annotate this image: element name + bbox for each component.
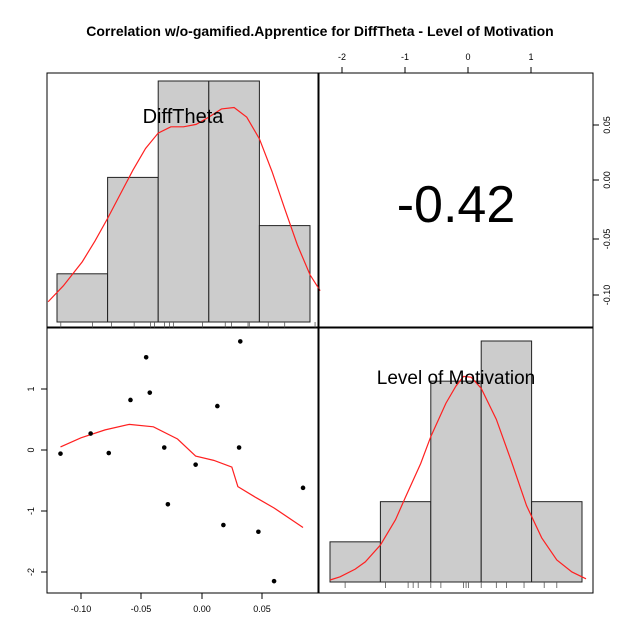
panel-top-left: DiffTheta (46, 72, 321, 328)
motivation-bar (430, 380, 482, 583)
scatter-point (88, 431, 93, 436)
scatter-point (58, 451, 63, 456)
histogram-bars-motivation (329, 340, 583, 583)
top-axis: -2 -1 0 1 (338, 52, 534, 74)
motivation-bar (480, 340, 533, 583)
panel-frame-bottom-left (46, 327, 319, 594)
bottom-axis-tick-label: 0.05 (253, 604, 271, 614)
top-axis-tick-label: 1 (528, 52, 533, 62)
left-axis-tick-label: -1 (26, 507, 36, 515)
smooth-line (60, 423, 304, 528)
right-axis-tick-label: 0.00 (602, 171, 612, 189)
difftheta-bar (208, 80, 260, 323)
scatter-point (193, 462, 198, 467)
right-axis-tick-label: -0.10 (602, 285, 612, 306)
left-axis: -2 -1 0 1 (26, 386, 48, 576)
panel-frame-top-left (46, 72, 319, 328)
difftheta-bar (56, 273, 109, 323)
density-curve-motivation (329, 375, 587, 581)
scatter-point (300, 485, 306, 491)
motivation-bar (531, 501, 583, 583)
chart-title: Correlation w/o-gamified.Apprentice for … (86, 23, 553, 39)
right-axis: 0.05 0.00 -0.05 -0.10 (592, 116, 612, 306)
panel-bottom-right: Level of Motivation (318, 327, 594, 594)
scatter-point (165, 501, 171, 507)
correlation-value: -0.42 (397, 176, 516, 234)
variable-label-motivation: Level of Motivation (377, 368, 535, 389)
bottom-axis-tick-label: 0.00 (193, 604, 211, 614)
rug-ticks-motivation (344, 582, 558, 588)
scatter-point (128, 397, 133, 403)
top-axis-tick-label: -1 (401, 52, 409, 62)
density-curve-difftheta (47, 106, 321, 303)
scatter-point (143, 354, 149, 360)
scatter-point (236, 445, 242, 450)
rug-ticks-difftheta (60, 322, 316, 328)
scatter-point (161, 445, 167, 450)
difftheta-bar (107, 176, 159, 323)
scatter-point (271, 578, 277, 584)
left-axis-tick-label: 1 (26, 386, 36, 391)
right-axis-tick-label: 0.05 (602, 116, 612, 134)
scatter-point (215, 403, 220, 409)
difftheta-bar (258, 225, 311, 323)
scatter-point (221, 522, 226, 528)
left-axis-tick-label: 0 (26, 447, 36, 452)
top-axis-tick-label: -2 (338, 52, 346, 62)
panel-top-right: -0.42 -2 -1 0 1 0.05 0.00 -0.05 -0.10 (318, 52, 612, 328)
panel-frame-bottom-right (318, 327, 594, 594)
top-axis-tick-label: 0 (465, 52, 470, 62)
bottom-axis: -0.10 -0.05 0.00 0.05 (71, 592, 271, 614)
panel-bottom-left: -0.10 -0.05 0.00 0.05 -2 -1 0 1 (26, 327, 319, 614)
bottom-axis-tick-label: -0.05 (131, 604, 152, 614)
scatter-point (106, 450, 112, 456)
scatter-point (256, 529, 261, 535)
scatter-point (237, 339, 243, 344)
motivation-bar (379, 501, 432, 583)
motivation-bar (329, 541, 381, 583)
right-axis-tick-label: -0.05 (602, 229, 612, 250)
bottom-axis-tick-label: -0.10 (71, 604, 92, 614)
left-axis-tick-label: -2 (26, 568, 36, 576)
variable-label-difftheta: DiffTheta (143, 106, 225, 128)
scatter-point (147, 390, 153, 395)
scatter-points (58, 339, 306, 584)
